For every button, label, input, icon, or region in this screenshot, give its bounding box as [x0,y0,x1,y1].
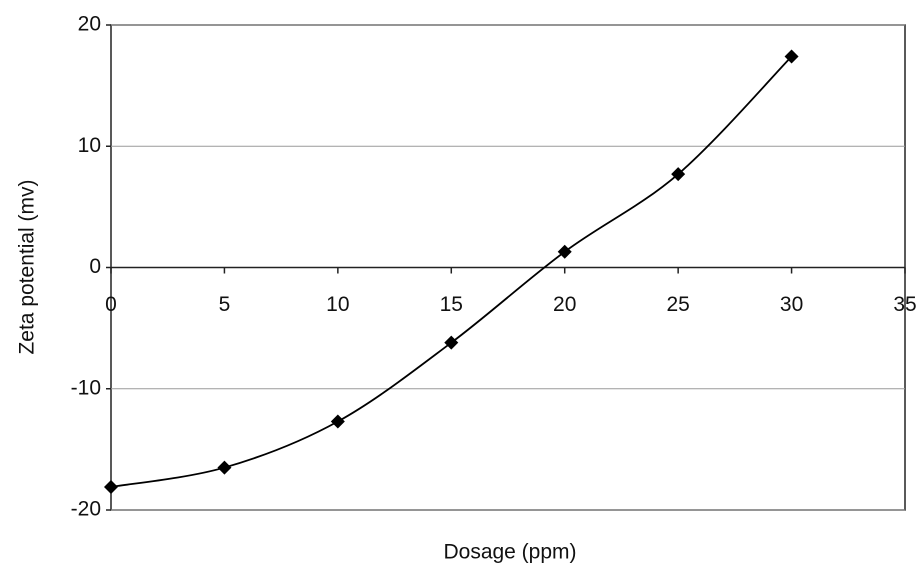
data-point [217,460,232,475]
x-tick-label: 30 [780,293,803,316]
data-point [104,479,118,494]
y-tick-label: 20 [78,13,101,36]
data-point [557,244,572,259]
y-axis-label: Zeta potential (mv) [16,179,39,354]
data-point [671,167,686,182]
x-axis-label: Dosage (ppm) [443,541,576,564]
x-tick-label: 5 [219,293,231,316]
data-point [784,49,799,64]
y-tick-label: -10 [71,376,101,399]
x-tick-label: 35 [893,293,916,316]
data-point [444,335,459,350]
x-tick-label: 25 [666,293,689,316]
x-tick-label: 20 [553,293,576,316]
y-tick-label: 0 [89,255,101,278]
y-tick-label: 10 [78,134,101,157]
y-tick-label: -20 [71,498,101,521]
x-tick-label: 15 [440,293,463,316]
data-point [330,414,345,429]
x-tick-label: 10 [326,293,349,316]
x-tick-label: 0 [105,293,117,316]
